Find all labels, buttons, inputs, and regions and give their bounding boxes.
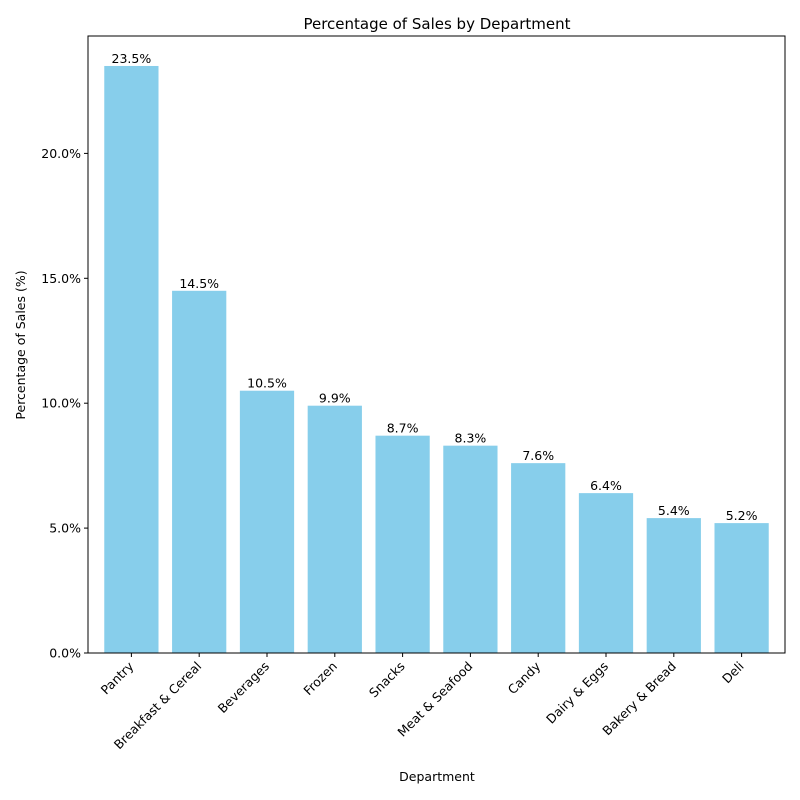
- y-axis-label: Percentage of Sales (%): [13, 270, 28, 419]
- plot-frame: [87, 35, 786, 654]
- bar-value-label: 23.5%: [112, 51, 152, 66]
- bar: [646, 518, 701, 653]
- bar-value-label: 8.7%: [387, 421, 419, 436]
- bars-group: [104, 65, 769, 654]
- y-tick-label: 5.0%: [49, 521, 81, 536]
- bar-value-label: 9.9%: [319, 391, 351, 406]
- y-axis: 0.0% 5.0% 10.0% 15.0% 20.0%: [41, 146, 88, 661]
- x-axis-label: Department: [399, 769, 475, 784]
- bar: [307, 405, 362, 653]
- bar: [104, 65, 159, 654]
- bar: [511, 463, 566, 653]
- bar-value-label: 5.4%: [658, 503, 690, 518]
- y-tick-label: 15.0%: [41, 271, 81, 286]
- bar-value-label: 5.2%: [726, 508, 758, 523]
- bar-value-label: 6.4%: [590, 478, 622, 493]
- y-tick-label: 20.0%: [41, 146, 81, 161]
- bar: [578, 493, 634, 653]
- bar: [443, 445, 498, 653]
- data-labels-group: 23.5% 14.5% 10.5% 9.9% 8.7% 8.3% 7.6% 6.4% 5.4% 5…: [112, 51, 758, 523]
- bar-value-label: 14.5%: [179, 276, 219, 291]
- bar: [172, 290, 227, 653]
- chart-title: Percentage of Sales by Department: [303, 15, 570, 33]
- y-tick-label: 10.0%: [41, 396, 81, 411]
- bar: [375, 435, 430, 653]
- bar: [239, 390, 295, 653]
- bar: [714, 523, 769, 653]
- y-tick-label: 0.0%: [49, 646, 81, 661]
- bar-value-label: 8.3%: [455, 431, 487, 446]
- bar-value-label: 7.6%: [522, 448, 554, 463]
- bar-value-label: 10.5%: [247, 376, 287, 391]
